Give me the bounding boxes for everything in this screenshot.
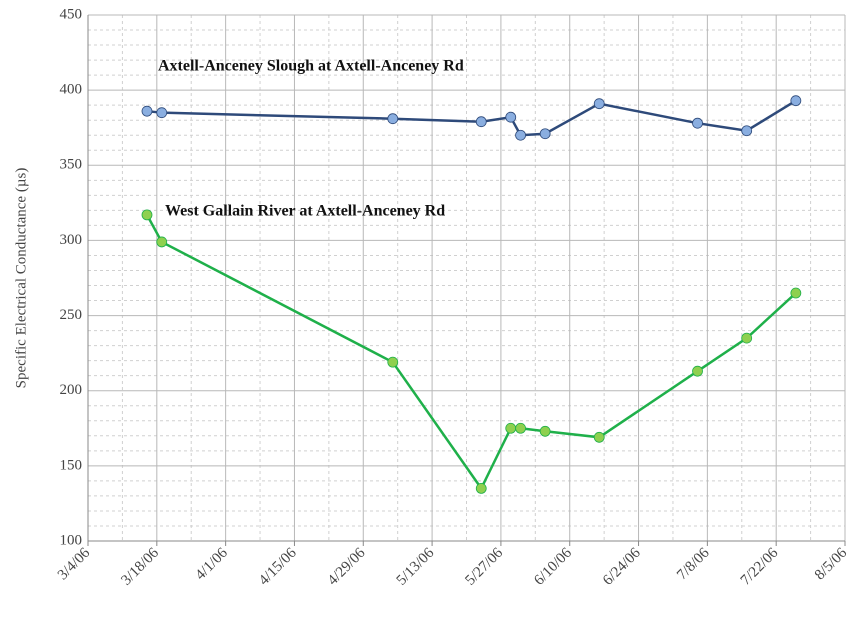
y-tick-label: 300	[60, 232, 83, 248]
x-tick-label: 8/5/06	[812, 545, 850, 584]
x-tick-label: 4/1/06	[192, 545, 231, 584]
data-point	[593, 431, 605, 443]
data-point	[475, 482, 487, 494]
data-point	[141, 105, 153, 117]
y-tick-label: 200	[60, 382, 83, 398]
data-point	[692, 117, 703, 129]
data-point	[387, 356, 399, 368]
data-point	[156, 236, 168, 248]
x-tick-label: 7/22/06	[738, 545, 782, 589]
data-point	[539, 128, 551, 140]
y-tick-label: 250	[60, 307, 83, 323]
series-label: Axtell-Anceney Slough at Axtell-Anceney …	[158, 58, 464, 75]
x-tick-label: 7/8/06	[674, 545, 713, 584]
x-tick-label: 3/18/06	[118, 545, 162, 589]
y-tick-label: 150	[60, 457, 83, 473]
y-tick-label: 450	[60, 6, 83, 22]
x-tick-label: 4/29/06	[325, 545, 369, 589]
data-point	[515, 422, 526, 434]
data-point	[539, 425, 551, 437]
data-point	[387, 113, 399, 125]
x-tick-label: 5/13/06	[394, 545, 438, 589]
data-point	[505, 422, 517, 434]
y-tick-label: 350	[60, 157, 83, 173]
x-tick-label: 6/24/06	[600, 545, 644, 589]
y-tick-label: 100	[60, 532, 83, 548]
data-point	[475, 116, 487, 128]
data-point	[790, 95, 802, 107]
x-tick-label: 4/15/06	[256, 545, 300, 589]
y-axis-label: Specific Electrical Conductance (µs)	[13, 168, 29, 389]
data-point	[515, 129, 526, 141]
data-point	[593, 98, 605, 110]
x-tick-label: 5/27/06	[462, 545, 506, 589]
data-point	[741, 125, 753, 137]
y-tick-label: 400	[60, 82, 83, 98]
data-point	[505, 111, 517, 123]
data-point	[692, 365, 703, 377]
data-point	[790, 287, 802, 299]
data-point	[156, 107, 168, 119]
x-tick-label: 3/4/06	[55, 545, 94, 584]
data-point	[141, 209, 153, 221]
x-tick-label: 6/10/06	[531, 545, 575, 589]
data-point	[741, 332, 753, 344]
series-label: West Gallain River at Axtell-Anceney Rd	[165, 203, 445, 220]
